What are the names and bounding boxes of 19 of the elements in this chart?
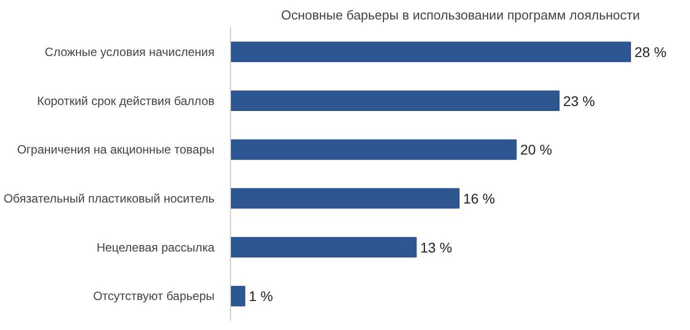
y-tick-label: Короткий срок действия баллов	[37, 94, 215, 108]
bar	[230, 90, 560, 112]
bar	[230, 236, 417, 258]
bar	[230, 139, 517, 160]
chart-title: Основные барьеры в использовании программ лояльности	[281, 8, 640, 22]
bar	[230, 188, 460, 209]
y-tick-label: Ограничения на акционные товары	[17, 142, 214, 157]
bar	[230, 42, 631, 62]
y-tick-label: Сложные условия начисления	[44, 44, 215, 59]
y-tick-label: Нецелевая рассылка	[96, 240, 215, 254]
data-label: 28 %	[634, 44, 666, 60]
data-label: 1 %	[248, 288, 273, 304]
y-tick-label: Обязательный пластиковый носитель	[4, 191, 215, 206]
data-label: 23 %	[563, 92, 595, 109]
bar	[230, 286, 246, 306]
data-label: 20 %	[520, 142, 552, 158]
data-label: 13 %	[420, 239, 452, 256]
data-label: 16 %	[463, 190, 495, 206]
y-tick-label: Отсутствуют барьеры	[93, 289, 215, 304]
